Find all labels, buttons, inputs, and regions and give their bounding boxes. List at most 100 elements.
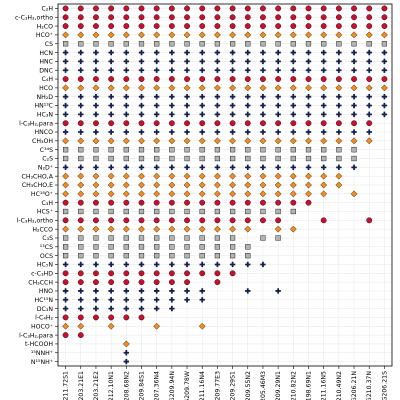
circle-marker [320,217,327,224]
y-tick-label: C₃S [42,235,53,242]
circle-marker [168,279,175,286]
plus-marker [153,288,160,294]
plus-marker [153,67,160,73]
square-marker [275,41,281,47]
y-tick-label: HCS⁺ [37,209,53,216]
plus-marker [366,58,372,65]
circle-marker [123,270,130,277]
plus-marker [62,297,69,303]
plus-marker [260,49,266,56]
square-marker [62,147,69,153]
circle-marker [244,23,251,29]
diamond-marker [289,137,297,145]
plus-marker [199,58,205,65]
plus-marker [78,297,84,303]
square-marker [275,155,281,162]
y-tick-label: ¹⁵NNH⁺ [31,350,53,357]
y-tick-label: l-C₃H₂,para [19,332,53,339]
circle-marker [123,23,130,29]
square-marker [351,41,357,47]
plus-marker [169,49,175,56]
detection-markers [62,5,388,365]
circle-marker [168,270,175,277]
circle-marker [199,5,206,12]
plus-marker [245,164,251,171]
plus-marker [184,261,190,268]
plus-marker [275,67,281,73]
diamond-marker [138,225,145,233]
circle-marker [335,5,342,12]
diamond-marker [168,31,176,39]
plus-marker [336,58,342,65]
diamond-marker [244,190,252,198]
plus-marker [351,58,357,65]
square-marker [229,235,236,241]
square-marker [290,41,296,47]
y-tick-label: ¹³CS [40,244,53,251]
y-tick-label: HNC [39,59,53,66]
diamond-marker [320,137,328,145]
plus-marker [305,111,312,118]
plus-marker [199,129,205,135]
circle-marker [93,120,99,127]
square-marker [321,147,327,153]
plus-marker [93,67,99,73]
plus-marker [381,58,388,65]
square-marker [184,208,190,215]
square-marker [229,147,236,153]
circle-marker [229,23,236,29]
plus-marker [305,94,312,100]
plus-marker [320,67,327,73]
circle-marker [184,76,190,82]
circle-marker [93,199,99,206]
plus-marker [214,129,221,135]
circle-marker [168,120,175,127]
plus-marker [93,111,99,118]
plus-marker [108,297,114,303]
plus-marker [245,49,251,56]
plus-marker [366,111,372,118]
circle-marker [290,199,297,206]
diamond-marker [62,31,69,39]
x-tick-label: G209.29S1 [230,371,237,400]
circle-marker [275,5,282,12]
circle-marker [214,279,221,286]
circle-marker [290,120,297,127]
y-tick-label: HC¹⁵N [34,297,53,304]
diamond-marker [77,181,85,189]
y-tick-label: C₂S [42,156,53,163]
plus-marker [229,49,236,56]
plus-marker [153,297,160,303]
square-marker [78,253,84,259]
square-marker [169,253,175,259]
circle-marker [138,23,145,29]
diamond-marker [107,322,115,330]
diamond-marker [62,84,69,92]
plus-marker [184,129,190,135]
diamond-marker [138,172,145,180]
diamond-marker [289,172,297,180]
circle-marker [184,199,190,206]
square-marker [93,235,99,241]
square-marker [245,253,251,259]
diamond-marker [305,181,312,189]
circle-marker [260,217,266,224]
diamond-marker [198,31,206,39]
square-marker [78,147,84,153]
plus-marker [290,164,297,171]
plus-marker [123,305,130,312]
diamond-marker [274,31,282,39]
plus-marker [78,67,84,73]
plus-marker [260,94,266,100]
diamond-marker [77,137,85,145]
diamond-marker [335,31,343,39]
plus-marker [123,350,130,356]
square-marker [138,208,145,215]
plus-marker [275,58,281,65]
circle-marker [62,199,69,206]
diamond-marker [168,181,176,189]
circle-marker [229,199,236,206]
square-marker [275,147,281,153]
diamond-marker [365,137,373,145]
